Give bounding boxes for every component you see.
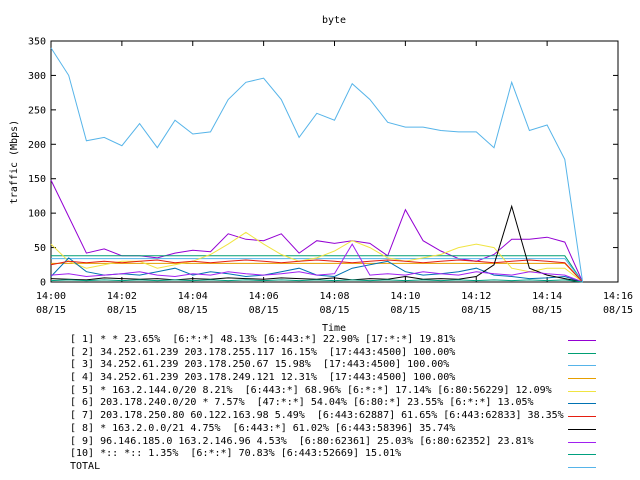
legend-entry: [10] *:: *:: 1.35% [6:*:*] 70.83% [6:443…	[70, 448, 630, 461]
legend-entry: [ 3] 34.252.61.239 203.178.250.67 15.98%…	[70, 359, 630, 372]
x-tick-time-label: 14:06	[249, 291, 279, 302]
legend-entry: [ 5] * 163.2.144.0/20 8.21% [6:443:*] 68…	[70, 385, 630, 398]
legend-swatch	[568, 340, 596, 341]
y-axis-label: traffic (Mbps)	[9, 120, 20, 204]
legend-entry-label: [ 4] 34.252.61.239 203.178.249.121 12.31…	[70, 372, 456, 384]
y-tick-label: 50	[34, 243, 46, 254]
legend-entry: [ 6] 203.178.240.0/20 * 7.57% [47:*:*] 5…	[70, 397, 630, 410]
legend-swatch	[568, 428, 596, 430]
legend-entry-label: [ 5] * 163.2.144.0/20 8.21% [6:443:*] 68…	[70, 384, 552, 396]
series-line-1	[50, 179, 584, 283]
legend-swatch	[568, 454, 596, 456]
x-tick-time-label: 14:02	[107, 291, 137, 302]
legend-entry: [ 1] * * 23.65% [6:*:*] 48.13% [6:443:*]…	[70, 334, 630, 347]
x-axis: 14:00 08/15 14:02 08/15 14:04 08/15 14:06 08/15…	[36, 41, 633, 316]
series-line-2	[51, 255, 584, 283]
y-tick-label: 100	[28, 209, 46, 220]
y-tick-label: 200	[28, 140, 46, 151]
series-line-11	[50, 47, 584, 283]
legend: [ 1] * * 23.65% [6:*:*] 48.13% [6:443:*]…	[70, 334, 630, 474]
legend-entry-label: [10] *:: *:: 1.35% [6:*:*] 70.83% [6:443…	[70, 448, 402, 460]
legend-swatch	[568, 466, 596, 468]
series-line-8	[50, 204, 583, 283]
legend-swatch	[568, 378, 596, 380]
x-tick-date-label: 08/15	[36, 305, 66, 316]
legend-entry-label: [ 2] 34.252.61.239 203.178.255.117 16.15…	[70, 346, 456, 358]
x-tick-date-label: 08/15	[178, 305, 208, 316]
x-tick-date-label: 08/15	[319, 305, 349, 316]
y-tick-label: 150	[28, 174, 46, 185]
legend-swatch	[568, 416, 596, 418]
legend-entry-label: [ 8] * 163.2.0.0/21 4.75% [6:443:*] 61.0…	[70, 422, 456, 434]
x-tick-time-label: 14:10	[390, 291, 420, 302]
legend-swatch	[568, 441, 596, 443]
x-tick-date-label: 08/15	[390, 305, 420, 316]
legend-entry-label: TOTAL	[70, 460, 101, 472]
y-tick-label: 350	[28, 37, 46, 48]
x-axis-label: Time	[322, 323, 346, 334]
x-tick-date-label: 08/15	[603, 305, 633, 316]
x-tick-time-label: 14:14	[532, 291, 562, 302]
legend-entry-label: [ 6] 203.178.240.0/20 * 7.57% [47:*:*] 5…	[70, 397, 534, 409]
legend-entry: TOTAL	[70, 461, 630, 474]
x-tick-date-label: 08/15	[107, 305, 137, 316]
legend-entry: [ 8] * 163.2.0.0/21 4.75% [6:443:*] 61.0…	[70, 423, 630, 436]
legend-entry-label: [ 7] 203.178.250.80 60.122.163.98 5.49% …	[70, 410, 564, 422]
series-line-3	[51, 258, 583, 283]
x-tick-time-label: 14:08	[319, 291, 349, 302]
legend-entry: [ 4] 34.252.61.239 203.178.249.121 12.31…	[70, 372, 630, 385]
legend-entry-label: [ 1] * * 23.65% [6:*:*] 48.13% [6:443:*]…	[70, 334, 456, 345]
series-line-9	[50, 243, 583, 283]
x-tick-time-label: 14:16	[603, 291, 633, 302]
x-tick-date-label: 08/15	[532, 305, 562, 316]
legend-swatch	[568, 403, 596, 405]
y-tick-label: 300	[28, 71, 46, 82]
y-tick-label: 0	[40, 278, 46, 289]
legend-entry: [ 7] 203.178.250.80 60.122.163.98 5.49% …	[70, 410, 630, 423]
legend-swatch	[568, 352, 596, 354]
y-tick-label: 250	[28, 105, 46, 116]
x-tick-date-label: 08/15	[249, 305, 279, 316]
legend-entry: [ 2] 34.252.61.239 203.178.255.117 16.15…	[70, 347, 630, 360]
y-axis: 0 50 100 150 200 250 300 350	[28, 37, 618, 289]
legend-entry-label: [ 9] 96.146.185.0 163.2.146.96 4.53% [6:…	[70, 435, 534, 447]
legend-entry: [ 9] 96.146.185.0 163.2.146.96 4.53% [6:…	[70, 436, 630, 449]
series-line-7	[50, 259, 583, 283]
series-line-10	[50, 279, 583, 283]
legend-swatch	[568, 365, 596, 367]
chart-title: byte	[322, 15, 346, 26]
plot-area-frame	[50, 40, 619, 283]
legend-swatch	[568, 390, 596, 392]
x-tick-time-label: 14:00	[36, 291, 66, 302]
x-tick-date-label: 08/15	[461, 305, 491, 316]
series-lines	[50, 47, 584, 283]
legend-entry-label: [ 3] 34.252.61.239 203.178.250.67 15.98%…	[70, 359, 450, 371]
x-tick-time-label: 14:04	[178, 291, 208, 302]
x-tick-time-label: 14:12	[461, 291, 491, 302]
